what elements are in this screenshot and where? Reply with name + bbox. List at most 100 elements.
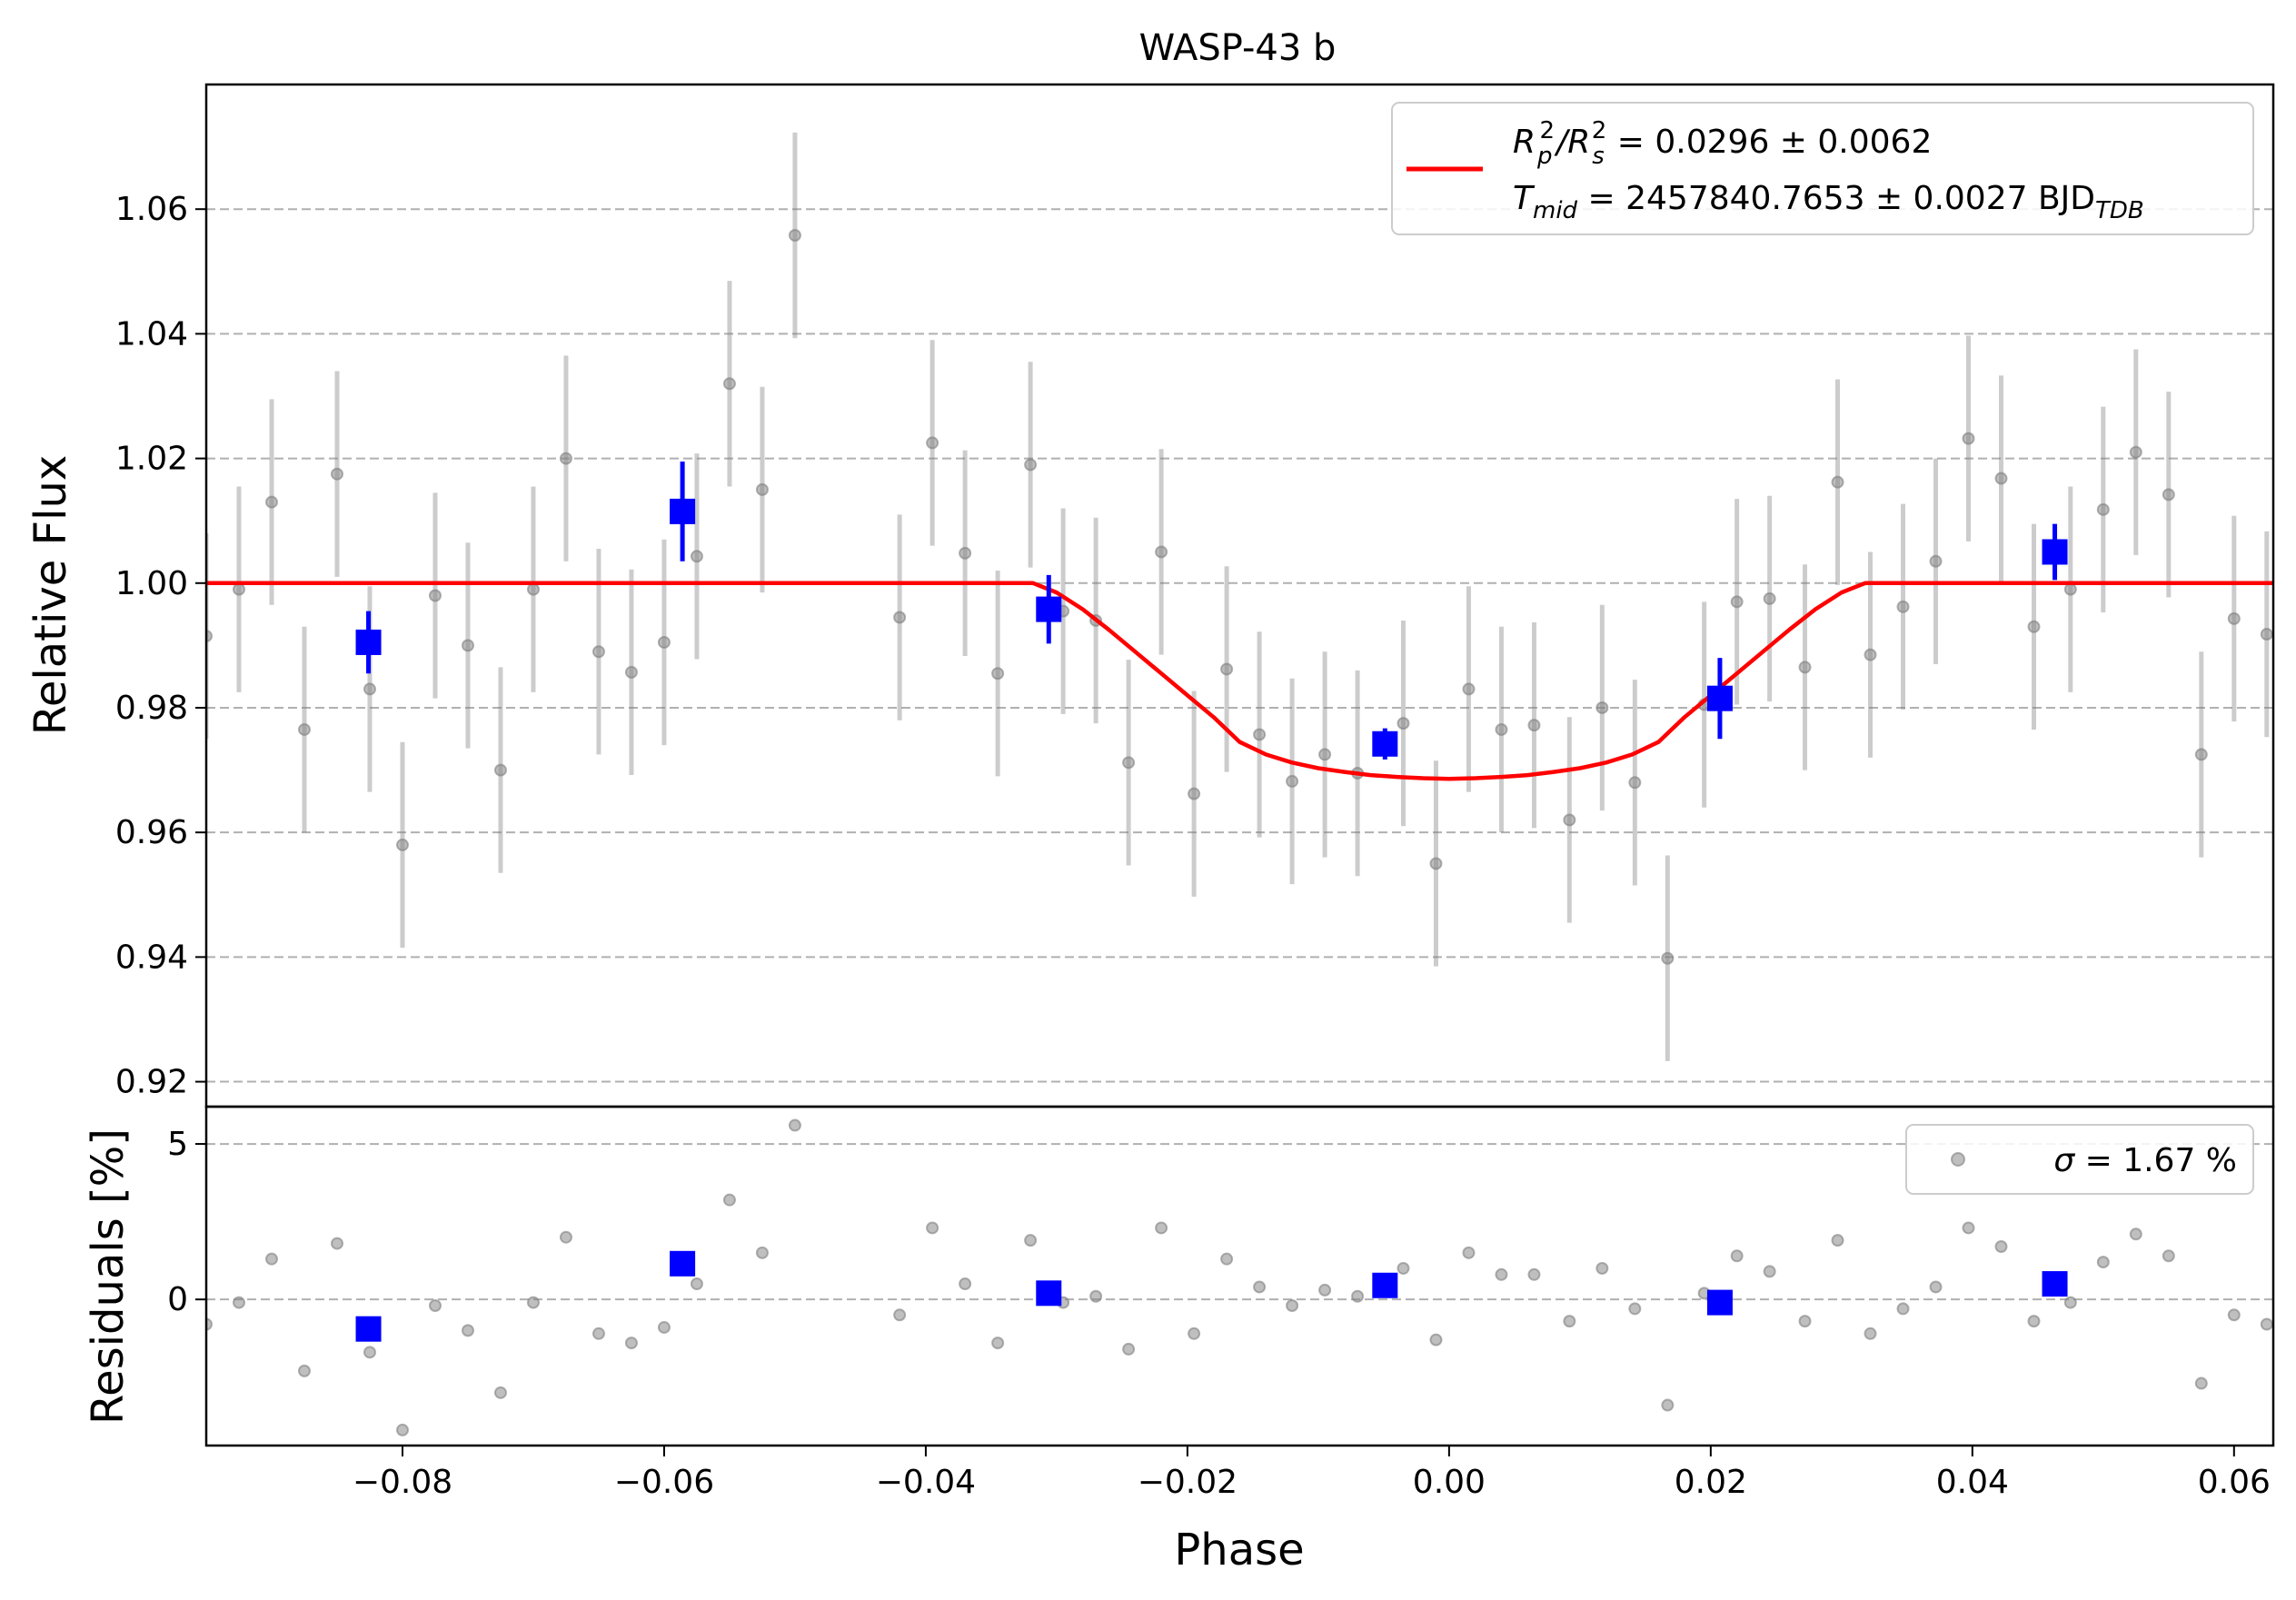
flux-raw-point — [959, 546, 972, 560]
flux-raw-point — [1527, 719, 1541, 732]
x-tick-label: 0.06 — [2198, 1464, 2271, 1501]
residual-binned-point — [355, 1316, 382, 1342]
flux-raw-point — [788, 229, 801, 243]
flux-raw-point — [1628, 776, 1642, 790]
flux-raw-point — [591, 645, 605, 659]
flux-raw-point — [1253, 728, 1267, 741]
flux-y-tick-label: 1.06 — [115, 191, 188, 228]
flux-raw-point — [2194, 748, 2208, 761]
flux-raw-point — [2063, 582, 2077, 596]
residual-raw-point — [428, 1299, 442, 1313]
residual-raw-point — [722, 1193, 736, 1207]
flux-raw-point — [2162, 488, 2175, 502]
flux-y-tick-label: 0.92 — [115, 1064, 188, 1101]
residual-raw-point — [1595, 1261, 1609, 1275]
flux-raw-point — [1661, 951, 1675, 965]
flux-raw-point — [1929, 554, 1943, 568]
flux-legend-box — [1391, 102, 2254, 235]
residual-raw-point — [1351, 1289, 1365, 1303]
residuals-binned-points — [355, 1250, 2068, 1342]
residual-raw-point — [624, 1337, 638, 1350]
legend-residual-marker — [1951, 1152, 1965, 1167]
residual-raw-point — [1462, 1246, 1476, 1259]
residual-binned-point — [670, 1250, 696, 1277]
flux-binned-point — [1372, 730, 1398, 757]
flux-legend: Rp2/Rs2 = 0.0296 ± 0.0062 Tmid = 2457840… — [1391, 102, 2254, 235]
residual-raw-point — [1730, 1249, 1744, 1263]
flux-raw-point — [206, 630, 213, 643]
residual-raw-point — [1318, 1283, 1332, 1297]
flux-raw-point — [493, 763, 507, 777]
flux-raw-points — [206, 132, 2273, 1061]
flux-raw-point — [526, 582, 540, 596]
flux-binned-point — [670, 498, 696, 524]
flux-raw-point — [1318, 748, 1332, 761]
transit-model-curve — [206, 581, 2273, 781]
residual-raw-point — [363, 1346, 376, 1359]
flux-y-tick-label: 0.94 — [115, 939, 188, 976]
flux-raw-point — [1024, 458, 1038, 472]
flux-raw-point — [1896, 600, 1910, 613]
transit-model-line — [206, 581, 2273, 781]
residual-raw-point — [1831, 1234, 1844, 1247]
flux-raw-point — [1495, 722, 1508, 736]
residual-raw-point — [788, 1118, 801, 1132]
residual-raw-point — [461, 1324, 474, 1337]
x-tick-label: −0.04 — [876, 1464, 976, 1501]
flux-raw-point — [461, 639, 474, 652]
flux-raw-point — [1429, 857, 1443, 870]
residual-raw-point — [591, 1327, 605, 1340]
flux-raw-point — [1563, 813, 1576, 827]
residual-raw-point — [2063, 1296, 2077, 1309]
residual-raw-point — [1155, 1221, 1168, 1235]
residual-raw-point — [991, 1337, 1005, 1350]
residual-raw-point — [657, 1320, 671, 1334]
residual-raw-point — [755, 1246, 769, 1259]
x-tick-label: 0.02 — [1675, 1464, 1747, 1501]
residual-raw-point — [526, 1296, 540, 1309]
flux-raw-point — [395, 838, 409, 851]
flux-raw-point — [232, 582, 245, 596]
residual-raw-point — [1994, 1239, 2008, 1253]
residual-raw-point — [1563, 1315, 1576, 1328]
residual-raw-point — [2162, 1249, 2175, 1263]
legend-sigma-text: σ = 1.67 % — [2053, 1142, 2237, 1179]
flux-binned-point — [1036, 596, 1062, 622]
flux-raw-point — [297, 722, 311, 736]
chart-title: WASP-43 b — [1139, 27, 1337, 69]
x-tick-label: −0.06 — [614, 1464, 714, 1501]
flux-y-tick-label: 1.04 — [115, 315, 188, 353]
flux-raw-point — [428, 589, 442, 602]
residual-raw-point — [2260, 1317, 2273, 1331]
residual-raw-point — [2027, 1315, 2041, 1328]
flux-raw-point — [1188, 787, 1201, 800]
flux-raw-point — [1396, 717, 1410, 730]
flux-y-tick-label: 0.96 — [115, 814, 188, 851]
residuals-panel: 05 Residuals [%] σ = 1.67 % — [83, 1105, 2275, 1447]
residual-binned-point — [1706, 1289, 1733, 1316]
flux-raw-point — [2027, 620, 2041, 633]
flux-raw-point — [559, 452, 572, 465]
x-tick-label: −0.08 — [353, 1464, 452, 1501]
flux-y-tick-label: 1.02 — [115, 441, 188, 478]
residuals-panel-frame — [204, 1105, 2275, 1447]
residual-raw-point — [1396, 1261, 1410, 1275]
residual-raw-point — [1495, 1267, 1508, 1281]
flux-binned-points — [355, 462, 2068, 760]
flux-raw-point — [722, 377, 736, 391]
flux-raw-point — [264, 495, 278, 509]
flux-binned-point — [2042, 539, 2068, 565]
residual-raw-point — [1798, 1315, 1812, 1328]
residual-raw-point — [1122, 1342, 1136, 1356]
flux-raw-point — [330, 467, 343, 481]
x-axis-label: Phase — [1174, 1525, 1304, 1575]
residual-raw-point — [1929, 1280, 1943, 1294]
residual-raw-point — [2227, 1308, 2241, 1322]
flux-raw-point — [1462, 682, 1476, 696]
residual-raw-point — [232, 1296, 245, 1309]
residual-raw-point — [690, 1277, 703, 1291]
flux-raw-point — [2227, 611, 2241, 625]
residual-raw-point — [493, 1386, 507, 1399]
residual-raw-point — [1527, 1267, 1541, 1281]
residual-raw-point — [1253, 1280, 1267, 1294]
